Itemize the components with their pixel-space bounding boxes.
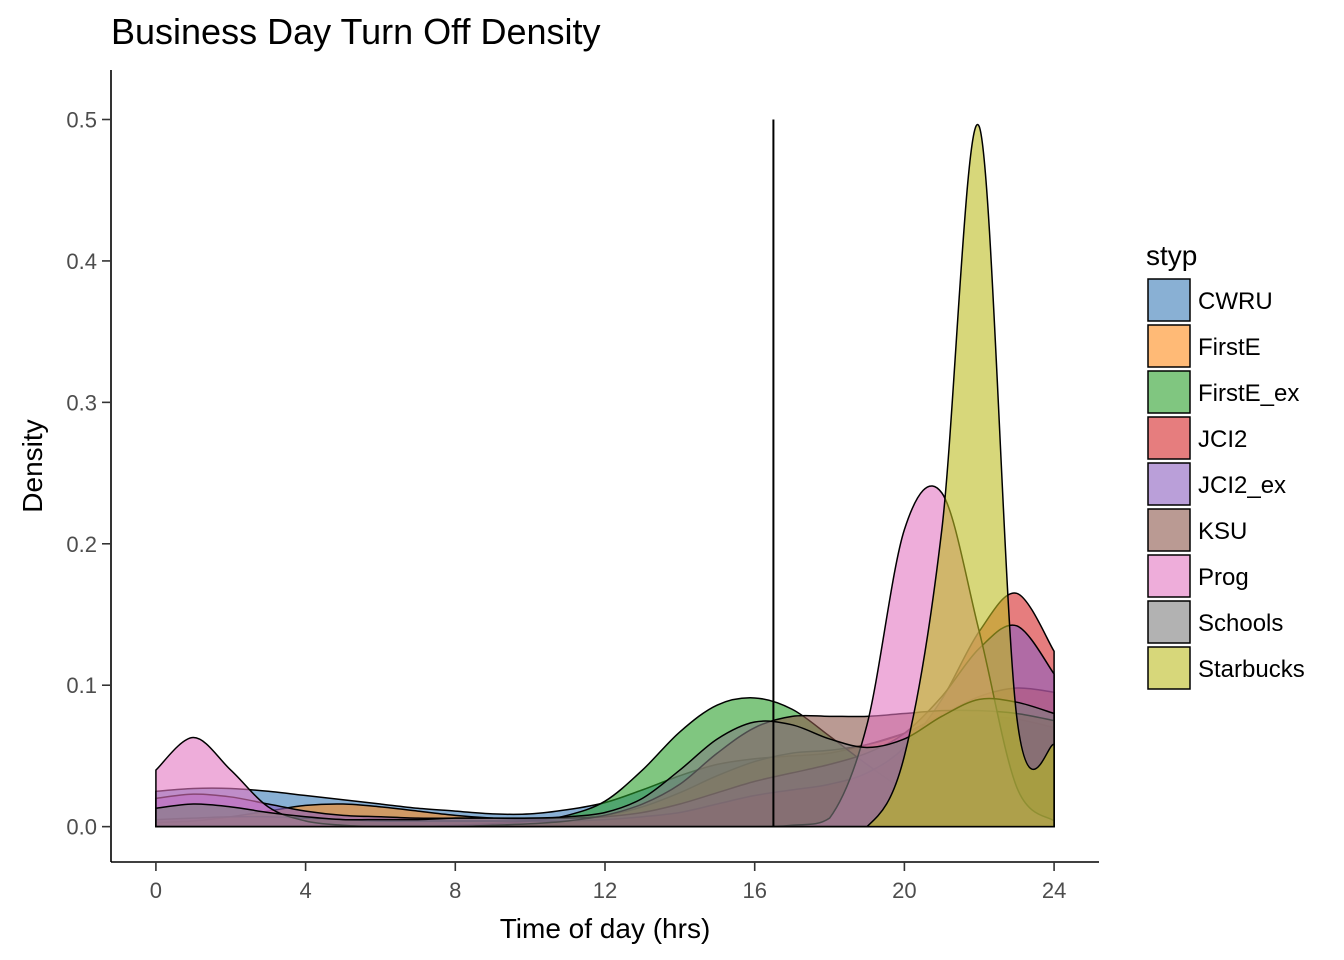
x-axis-ticks: 0 4 8 12 16 20 24	[150, 862, 1066, 903]
y-axis-label: Density	[17, 419, 48, 512]
x-tick-label: 20	[892, 878, 916, 903]
x-tick-label: 0	[150, 878, 162, 903]
legend-key-jci2	[1147, 416, 1191, 460]
legend-key-jci2-ex	[1147, 462, 1191, 506]
x-tick-label: 16	[742, 878, 766, 903]
legend-key-ksu	[1147, 508, 1191, 552]
y-tick-label: 0.3	[66, 390, 97, 415]
legend-title: styp	[1146, 240, 1197, 271]
y-tick-label: 0.1	[66, 673, 97, 698]
x-tick-label: 24	[1042, 878, 1066, 903]
y-tick-label: 0.4	[66, 249, 97, 274]
x-axis-label: Time of day (hrs)	[500, 913, 711, 944]
density-areas	[155, 123, 1055, 828]
x-tick-label: 12	[593, 878, 617, 903]
legend-key-prog	[1147, 554, 1191, 598]
x-tick-label: 8	[449, 878, 461, 903]
legend-label-prog: Prog	[1198, 564, 1249, 591]
legend-label-jci2-ex: JCI2_ex	[1198, 472, 1286, 499]
y-tick-label: 0.5	[66, 108, 97, 133]
legend-key-cwru	[1147, 278, 1191, 322]
legend-key-firste	[1147, 324, 1191, 368]
y-axis-ticks: 0.0 0.1 0.2 0.3 0.4 0.5	[66, 108, 111, 840]
density-area-starbucks	[155, 123, 1055, 828]
legend-label-firste: FirstE	[1198, 334, 1261, 361]
y-tick-label: 0.2	[66, 532, 97, 557]
legend-label-starbucks: Starbucks	[1198, 656, 1305, 683]
y-tick-label: 0.0	[66, 815, 97, 840]
legend-label-cwru: CWRU	[1198, 288, 1273, 315]
chart-title: Business Day Turn Off Density	[111, 11, 601, 52]
legend-key-firste-ex	[1147, 370, 1191, 414]
legend-key-starbucks	[1147, 646, 1191, 690]
legend-label-jci2: JCI2	[1198, 426, 1247, 453]
legend-label-firste-ex: FirstE_ex	[1198, 380, 1299, 407]
x-tick-label: 4	[299, 878, 311, 903]
legend-key-schools	[1147, 600, 1191, 644]
legend: styp CWRU FirstE FirstE_ex JCI2 JCI2_ex KSU Pr…	[1146, 240, 1305, 690]
legend-label-ksu: KSU	[1198, 518, 1247, 545]
legend-label-schools: Schools	[1198, 610, 1283, 637]
